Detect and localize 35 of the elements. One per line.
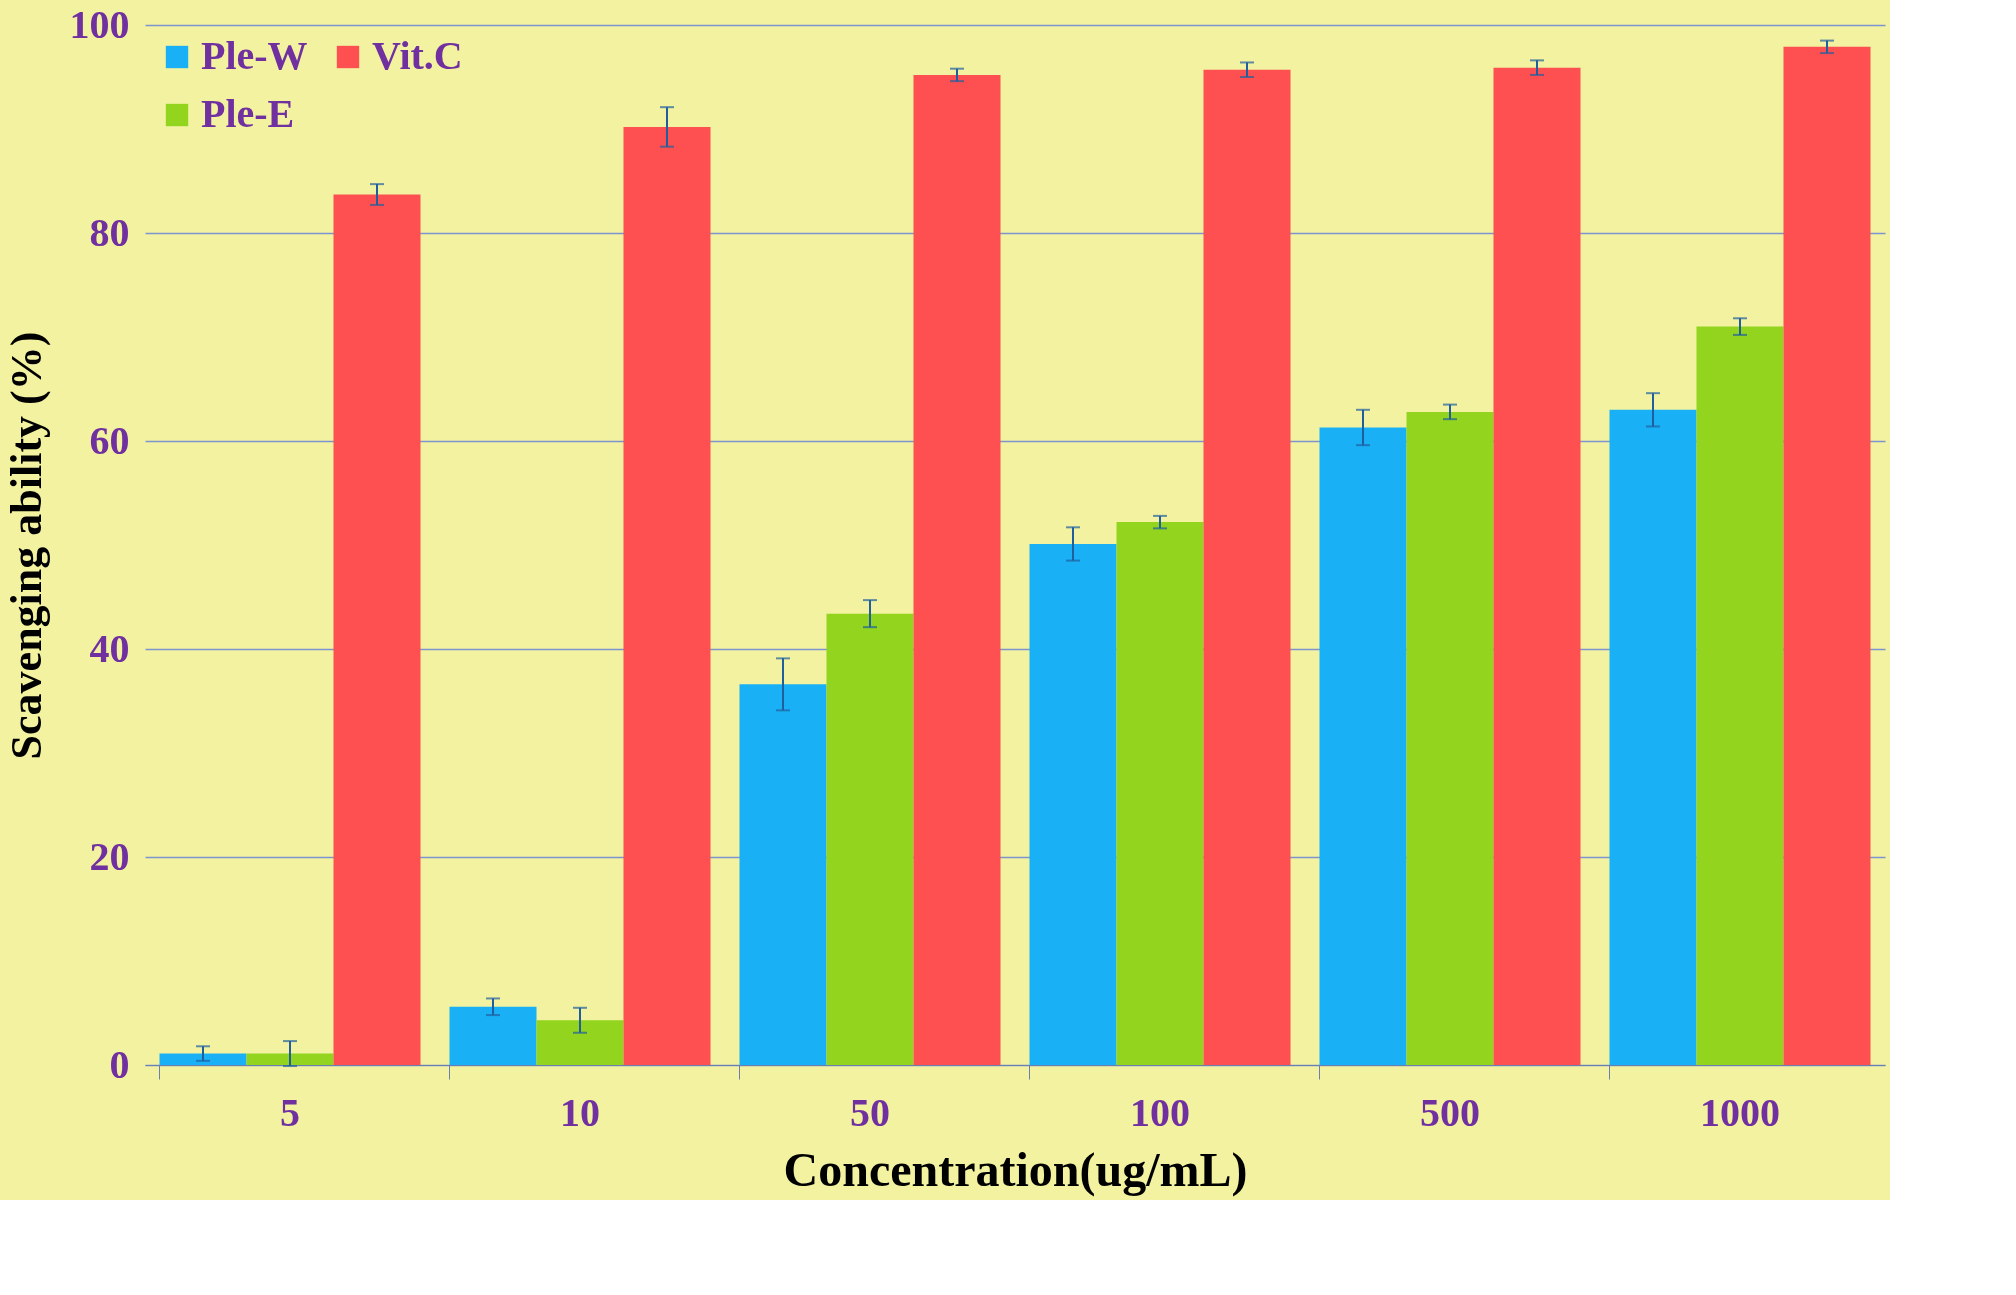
y-tick-label: 20: [89, 833, 130, 879]
x-axis-title: Concentration(ug/mL): [783, 1142, 1248, 1197]
y-tick-label: 0: [109, 1041, 130, 1087]
y-tick-label: 60: [89, 417, 130, 463]
x-tick-label: 5: [280, 1089, 300, 1135]
bar: [739, 684, 827, 1065]
bar: [623, 126, 711, 1065]
y-tick-label: 40: [89, 625, 130, 671]
y-axis-title: Scavenging ability (%): [1, 331, 51, 760]
bar: [1406, 411, 1494, 1065]
bar: [913, 74, 1001, 1065]
bar: [1029, 543, 1117, 1065]
bar: [1696, 326, 1784, 1065]
x-tick-label: 100: [1130, 1089, 1190, 1135]
bar: [1116, 522, 1204, 1065]
bar: [1203, 69, 1291, 1065]
bar: [246, 1053, 334, 1065]
x-tick-label: 1000: [1700, 1089, 1780, 1135]
x-tick-label: 500: [1420, 1089, 1480, 1135]
x-tick-label: 10: [560, 1089, 600, 1135]
bar: [1319, 427, 1407, 1065]
x-tick-label: 50: [850, 1089, 890, 1135]
y-tick-label: 80: [89, 209, 130, 255]
bar: [159, 1053, 247, 1065]
bar: [1609, 409, 1697, 1065]
bar: [1493, 67, 1581, 1065]
bar: [536, 1020, 624, 1065]
bar: [333, 194, 421, 1065]
bar: [826, 613, 914, 1065]
legend-label: Ple-W: [201, 33, 308, 78]
bar: [1783, 46, 1871, 1065]
bar: [449, 1006, 537, 1065]
legend-label: Vit.C: [372, 33, 463, 78]
y-tick-label: 100: [69, 1, 130, 47]
legend-label: Ple-E: [201, 91, 295, 136]
